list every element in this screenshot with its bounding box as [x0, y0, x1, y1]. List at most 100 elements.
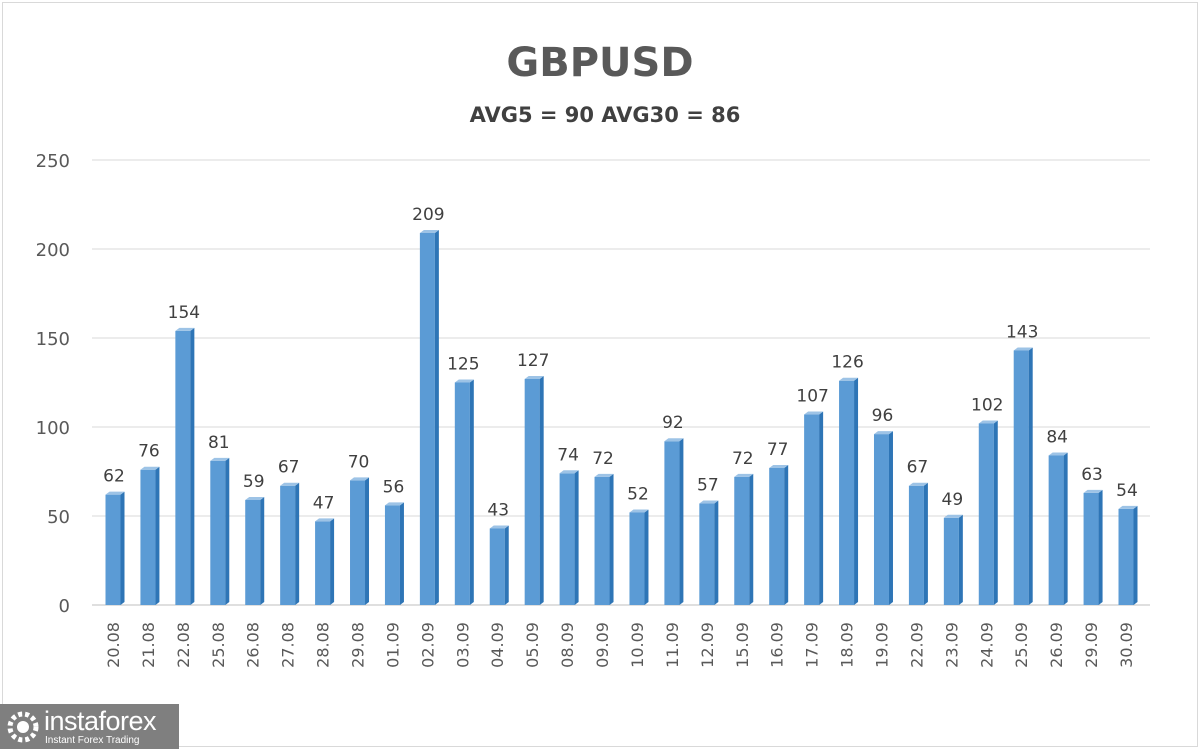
data-label: 127	[517, 351, 549, 371]
x-tick-label: 17.09	[803, 622, 822, 668]
data-label: 63	[1081, 465, 1103, 485]
bar-top	[594, 473, 614, 477]
bar-side	[1028, 347, 1033, 605]
bar	[454, 382, 470, 605]
bar-side	[190, 327, 195, 605]
x-tick-label: 24.09	[977, 622, 996, 668]
bar-top	[454, 379, 474, 383]
bar-side	[434, 229, 439, 606]
x-tick-label: 30.09	[1117, 622, 1136, 668]
bar	[873, 434, 889, 605]
bar	[350, 480, 366, 605]
bar-side	[1133, 505, 1138, 605]
chart-subtitle: AVG5 = 90 AVG30 = 86	[469, 103, 741, 127]
data-label: 49	[942, 490, 964, 510]
bar-side	[330, 518, 335, 605]
bar-side	[155, 466, 160, 605]
bar	[1083, 492, 1099, 605]
data-label: 102	[971, 395, 1003, 415]
bar	[315, 521, 331, 605]
bar-top	[1048, 452, 1068, 456]
bar-top	[734, 473, 754, 477]
bar-side	[784, 464, 789, 605]
bar-side	[225, 457, 230, 605]
bar	[210, 460, 226, 605]
data-label: 67	[907, 458, 929, 478]
data-label: 143	[1006, 322, 1038, 342]
bar-top	[105, 491, 125, 495]
bar	[769, 467, 785, 605]
y-tick-label: 100	[36, 418, 70, 439]
bar-top	[769, 464, 789, 468]
x-tick-label: 01.09	[383, 622, 402, 668]
bar-side	[260, 496, 265, 605]
bar-top	[315, 518, 335, 522]
bar-side	[365, 477, 370, 605]
bar-top	[664, 438, 684, 442]
bar-top	[350, 477, 370, 481]
data-label: 57	[697, 476, 719, 496]
bar	[943, 517, 959, 605]
bar	[245, 499, 261, 605]
data-label: 154	[168, 303, 200, 323]
bar-side	[399, 502, 404, 605]
bar-top	[524, 375, 544, 379]
bar	[1048, 455, 1064, 605]
data-label: 84	[1046, 427, 1068, 447]
y-tick-label: 250	[36, 151, 70, 172]
data-label: 43	[487, 500, 509, 520]
bar-top	[699, 500, 719, 504]
x-tick-label: 29.08	[349, 622, 368, 668]
x-tick-label: 19.09	[872, 622, 891, 668]
x-tick-label: 05.09	[523, 622, 542, 668]
bar-side	[854, 377, 859, 605]
data-label: 62	[103, 467, 125, 487]
bar-side	[714, 500, 719, 605]
bar-top	[873, 431, 893, 435]
bar-top	[978, 420, 998, 424]
data-label: 92	[662, 413, 684, 433]
x-tick-label: 28.08	[314, 622, 333, 668]
x-tick-label: 04.09	[488, 622, 507, 668]
logo-name: instaforex	[44, 706, 157, 736]
x-tick-label: 12.09	[698, 622, 717, 668]
bar-side	[469, 379, 474, 605]
y-tick-label: 0	[59, 596, 70, 617]
data-label: 59	[243, 472, 265, 492]
data-label: 47	[313, 493, 335, 513]
bar-side	[504, 525, 509, 605]
y-tick-label: 150	[36, 329, 70, 350]
bar-top	[559, 470, 579, 474]
data-label: 54	[1116, 481, 1138, 501]
x-tick-label: 09.09	[593, 622, 612, 668]
x-tick-label: 18.09	[838, 622, 857, 668]
bar-side	[539, 375, 544, 605]
bar-top	[280, 482, 300, 486]
bar-top	[384, 502, 404, 506]
data-label: 126	[831, 353, 863, 373]
bar	[664, 441, 680, 605]
data-label: 107	[796, 387, 828, 407]
x-tick-label: 15.09	[733, 622, 752, 668]
bar-top	[175, 327, 195, 331]
data-label: 77	[767, 440, 789, 460]
data-label: 72	[732, 449, 754, 469]
bar-top	[1118, 505, 1138, 509]
x-tick-label: 08.09	[558, 622, 577, 668]
x-tick-label: 21.08	[139, 622, 158, 668]
gear-people-icon	[7, 711, 39, 743]
bar-side	[644, 509, 649, 605]
data-label: 209	[412, 205, 444, 225]
bar-top	[210, 457, 230, 461]
x-tick-label: 20.08	[104, 622, 123, 668]
chart-title: GBPUSD	[506, 40, 694, 86]
x-tick-label: 11.09	[663, 622, 682, 668]
bar	[419, 232, 435, 606]
bar	[1013, 350, 1029, 605]
bar-side	[888, 431, 893, 605]
bar-side	[819, 411, 824, 605]
bar-side	[679, 438, 684, 605]
bar-top	[140, 466, 160, 470]
